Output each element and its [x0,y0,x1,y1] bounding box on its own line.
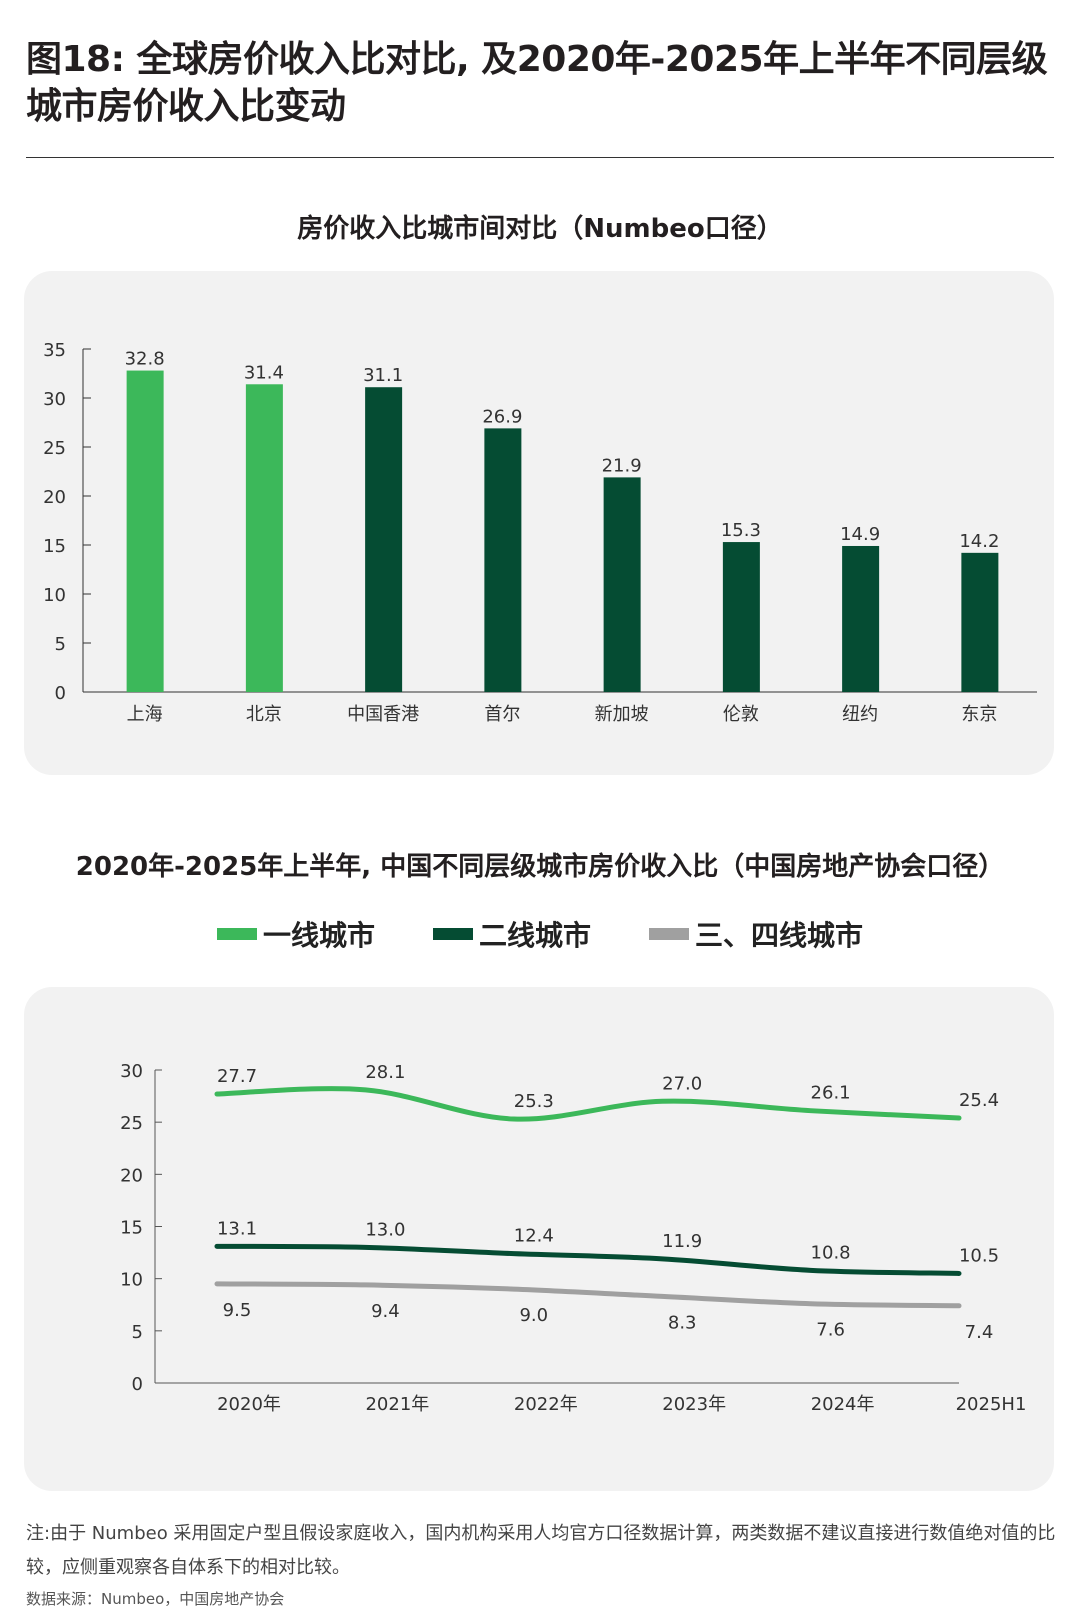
data-label: 25.4 [959,1090,999,1111]
series-line-0 [214,1086,962,1122]
x-category-label: 首尔 [484,704,520,725]
data-label: 25.3 [514,1091,554,1112]
data-source: 数据来源：Numbeo，中国房地产协会 [26,1590,285,1608]
data-label: 28.1 [365,1062,405,1083]
bar-chart-panel [24,271,1054,775]
legend-swatch [432,928,473,940]
legend-label: 一线城市 [262,919,375,952]
y-tick-label: 35 [43,340,66,361]
y-tick-label: 5 [132,1322,143,1343]
bar-首尔 [484,428,522,692]
y-tick-label: 5 [55,634,66,655]
y-tick-label: 0 [55,683,66,704]
title-divider [26,157,1054,158]
bar-value-label: 26.9 [482,406,522,427]
data-label: 11.9 [662,1231,702,1252]
x-category-label: 新加坡 [595,704,649,725]
data-label: 13.1 [217,1218,257,1239]
line-chart-panel [24,987,1054,1491]
y-tick-label: 10 [43,585,66,606]
data-label: 10.8 [811,1242,851,1263]
line-chart-title: 2020年-2025年上半年, 中国不同层级城市房价收入比（中国房地产协会口径） [75,852,1005,882]
x-category-label: 北京 [246,704,282,725]
data-label: 12.4 [514,1226,554,1247]
bar-value-label: 32.8 [125,349,165,370]
bar-chart-title: 房价收入比城市间对比（Numbeo口径） [297,214,783,244]
bar-伦敦 [722,542,760,692]
data-label: 13.0 [365,1219,405,1240]
y-tick-label: 30 [120,1061,143,1082]
y-tick-label: 30 [43,389,66,410]
data-label: 10.5 [959,1245,999,1266]
line-legend: 一线城市 二线城市 三、四线城市 [0,914,1080,954]
bar-上海 [126,370,164,692]
x-category-label: 2022年 [514,1394,578,1415]
figure-title: 图18: 全球房价收入比对比, 及2020年-2025年上半年不同层级城市房价收… [26,39,1048,127]
legend-label: 二线城市 [478,919,591,952]
series-line-1 [214,1243,962,1276]
y-tick-label: 10 [120,1270,143,1291]
y-tick-label: 0 [132,1374,143,1395]
bar-value-label: 14.9 [840,524,880,545]
data-label: 7.4 [965,1322,994,1343]
legend-item-tier2: 二线城市 [432,914,591,954]
legend-label: 三、四线城市 [695,919,864,952]
data-label: 7.6 [816,1320,845,1341]
x-category-label: 2020年 [217,1394,281,1415]
y-tick-label: 15 [120,1218,143,1239]
x-category-label: 上海 [127,704,163,725]
x-category-label: 2025H1 [956,1394,1027,1415]
y-tick-label: 20 [120,1165,143,1186]
legend-item-tier34: 三、四线城市 [649,914,863,954]
x-category-label: 中国香港 [347,704,419,725]
legend-item-tier1: 一线城市 [216,914,375,954]
bar-中国香港 [365,387,403,692]
y-tick-label: 15 [43,536,66,557]
bar-纽约 [842,545,880,692]
bar-value-label: 14.2 [959,531,999,552]
y-tick-label: 25 [43,438,66,459]
series-line-2 [214,1281,962,1309]
bar-北京 [245,384,283,692]
bar-东京 [961,552,999,692]
data-label: 9.0 [519,1305,548,1326]
data-label: 9.5 [223,1300,252,1321]
data-label: 26.1 [811,1083,851,1104]
bar-value-label: 31.1 [363,365,403,386]
footnote: 注:由于 Numbeo 采用固定户型且假设家庭收入，国内机构采用人均官方口径数据… [26,1523,1056,1578]
bar-value-label: 21.9 [602,455,642,476]
data-label: 9.4 [371,1301,400,1322]
bar-value-label: 31.4 [244,362,284,383]
x-category-label: 纽约 [842,704,878,725]
x-category-label: 2023年 [662,1394,726,1415]
data-label: 27.0 [662,1073,702,1094]
bar-新加坡 [603,477,641,692]
x-category-label: 东京 [961,704,997,725]
legend-swatch [216,928,257,940]
bar-value-label: 15.3 [721,520,761,541]
data-label: 8.3 [668,1312,697,1333]
data-label: 27.7 [217,1066,257,1087]
x-category-label: 伦敦 [723,704,759,725]
legend-swatch [649,928,689,940]
x-category-label: 2024年 [811,1394,875,1415]
x-category-label: 2021年 [365,1394,429,1415]
y-tick-label: 20 [43,487,66,508]
y-tick-label: 25 [120,1113,143,1134]
